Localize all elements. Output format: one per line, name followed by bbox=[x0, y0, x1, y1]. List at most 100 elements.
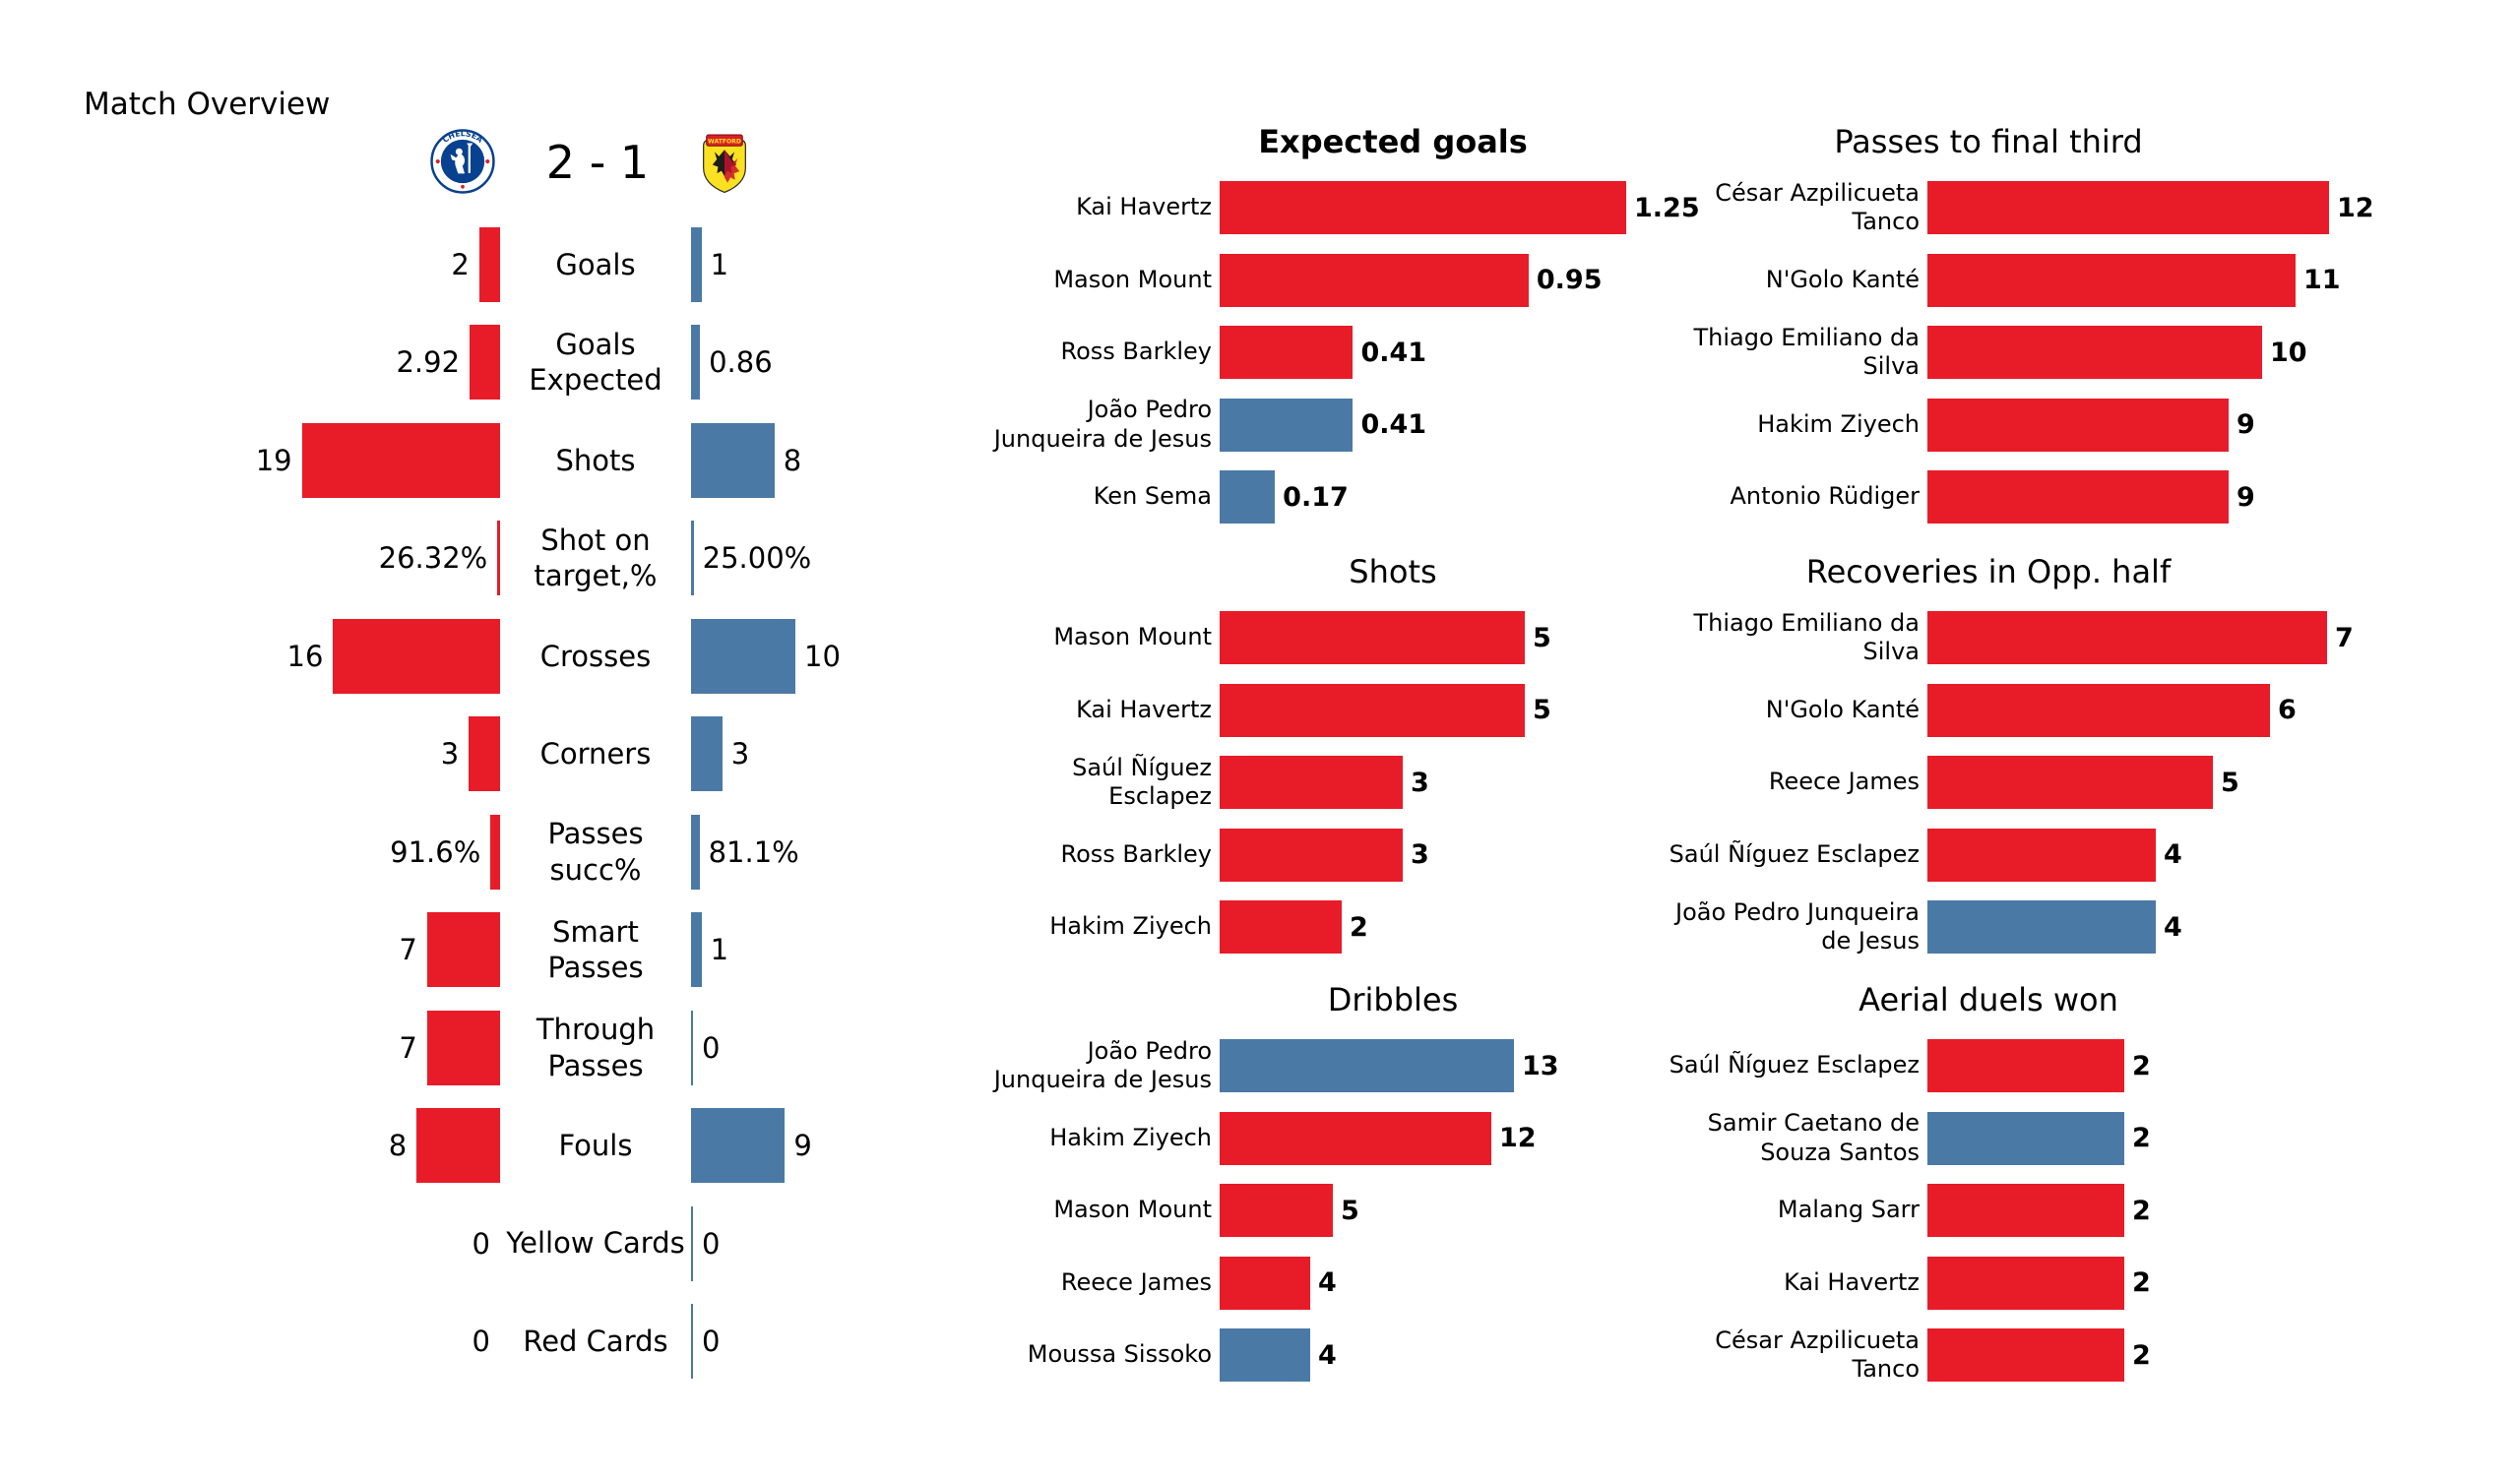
bar bbox=[1927, 470, 2229, 524]
away-value: 0.86 bbox=[709, 345, 773, 380]
bar bbox=[1927, 1039, 2124, 1092]
home-value: 7 bbox=[399, 933, 417, 967]
home-value: 16 bbox=[286, 639, 324, 673]
bar-value: 2 bbox=[1350, 911, 1368, 943]
player-label: João Pedro Junqueira de Jesus bbox=[993, 396, 1212, 453]
away-bar bbox=[691, 1010, 693, 1085]
home-bar bbox=[469, 716, 500, 792]
stat-label: Corners bbox=[539, 737, 652, 771]
away-value: 8 bbox=[783, 443, 802, 477]
chart-title-expected-goals: Expected goals bbox=[1258, 123, 1528, 160]
bar bbox=[1927, 1256, 2124, 1310]
chelsea-badge-icon: CHELSEA bbox=[430, 129, 495, 194]
stat-label: Goals bbox=[555, 247, 636, 281]
score: 2 - 1 bbox=[545, 136, 650, 189]
player-label: César Azpilicueta Tanco bbox=[1715, 1326, 1920, 1383]
bar-value: 3 bbox=[1411, 767, 1429, 798]
bar bbox=[1927, 1184, 2124, 1237]
bar bbox=[1220, 683, 1525, 737]
bar bbox=[1927, 253, 2296, 307]
stat-label: Smart Passes bbox=[547, 914, 644, 985]
player-label: Ross Barkley bbox=[1060, 839, 1213, 868]
stat-label: Yellow Cards bbox=[506, 1226, 685, 1261]
bar-value: 13 bbox=[1522, 1050, 1559, 1081]
home-bar bbox=[426, 1010, 500, 1085]
chart-title-recoveries-in-opp-half: Recoveries in Opp. half bbox=[1805, 553, 2172, 590]
away-value: 0 bbox=[702, 1324, 721, 1358]
bar bbox=[1220, 611, 1525, 664]
bar-value: 6 bbox=[2278, 695, 2297, 725]
bar-value: 9 bbox=[2236, 481, 2255, 513]
bar bbox=[1927, 181, 2329, 234]
away-bar bbox=[691, 618, 795, 694]
stat-label: Shots bbox=[555, 443, 636, 477]
player-label: Thiago Emiliano da Silva bbox=[1693, 608, 1920, 665]
bar bbox=[1220, 1328, 1310, 1382]
bar bbox=[1220, 1111, 1491, 1165]
bar bbox=[1927, 683, 2270, 737]
home-team-badge: CHELSEA bbox=[430, 129, 495, 194]
player-label: Malang Sarr bbox=[1777, 1196, 1920, 1224]
stat-label: Through Passes bbox=[536, 1013, 656, 1082]
away-value: 0 bbox=[702, 1030, 721, 1065]
player-label: João Pedro Junqueira de Jesus bbox=[1674, 897, 1920, 955]
away-value: 0 bbox=[702, 1226, 721, 1261]
away-bar bbox=[691, 1108, 786, 1184]
away-bar bbox=[691, 716, 723, 792]
bar bbox=[1220, 828, 1403, 882]
player-label: Reece James bbox=[1060, 1267, 1212, 1296]
chart-title-aerial-duels-won: Aerial duels won bbox=[1858, 981, 2118, 1018]
player-label: Mason Mount bbox=[1053, 265, 1212, 293]
bar bbox=[1220, 253, 1529, 307]
bar-value: 0.17 bbox=[1283, 481, 1349, 513]
away-value: 10 bbox=[804, 639, 841, 673]
watford-hart-icon bbox=[712, 150, 740, 183]
bar-value: 9 bbox=[2236, 409, 2255, 440]
player-label: João Pedro Junqueira de Jesus bbox=[993, 1036, 1212, 1093]
bar bbox=[1220, 470, 1276, 524]
bar bbox=[1927, 398, 2229, 452]
bar bbox=[1220, 398, 1354, 452]
home-bar bbox=[470, 325, 500, 401]
player-label: Samir Caetano de Souza Santos bbox=[1707, 1109, 1920, 1166]
away-value: 1 bbox=[710, 248, 729, 281]
away-bar bbox=[691, 1303, 693, 1379]
bar-value: 0.41 bbox=[1360, 337, 1427, 368]
bar-value: 5 bbox=[1533, 622, 1551, 653]
home-value: 91.6% bbox=[390, 834, 481, 869]
bar bbox=[1927, 828, 2156, 882]
player-label: Reece James bbox=[1768, 768, 1920, 796]
away-value: 25.00% bbox=[702, 541, 812, 576]
bar-value: 5 bbox=[1341, 1195, 1359, 1226]
bar-value: 0.41 bbox=[1360, 409, 1427, 440]
bar-value: 2 bbox=[2132, 1339, 2151, 1371]
player-label: N'Golo Kanté bbox=[1765, 265, 1920, 293]
stat-label: Shot on target,% bbox=[534, 524, 658, 593]
bar bbox=[1927, 611, 2327, 664]
player-label: Hakim Ziyech bbox=[1049, 1123, 1212, 1151]
watford-badge-icon: WATFORD bbox=[703, 134, 746, 194]
bar-value: 2 bbox=[2132, 1195, 2151, 1226]
watford-badge-text: WATFORD bbox=[708, 139, 741, 146]
home-value: 0 bbox=[472, 1226, 490, 1261]
away-bar bbox=[691, 1205, 693, 1281]
player-label: Hakim Ziyech bbox=[1049, 912, 1212, 941]
chart-title-dribbles: Dribbles bbox=[1327, 981, 1459, 1018]
bar bbox=[1220, 1184, 1333, 1237]
bar-value: 10 bbox=[2270, 337, 2307, 368]
bar-value: 2 bbox=[2132, 1267, 2151, 1298]
bar-value: 4 bbox=[2164, 839, 2182, 870]
bar-value: 3 bbox=[1411, 839, 1429, 870]
bar-value: 4 bbox=[2164, 911, 2182, 943]
bar-value: 7 bbox=[2335, 622, 2354, 653]
away-value: 81.1% bbox=[708, 834, 799, 869]
chart-title-shots: Shots bbox=[1349, 553, 1437, 590]
player-label: Mason Mount bbox=[1053, 1196, 1212, 1224]
bar-value: 5 bbox=[1533, 695, 1551, 725]
home-bar bbox=[490, 814, 500, 890]
away-bar bbox=[691, 422, 775, 498]
bar bbox=[1927, 1328, 2124, 1382]
home-value: 2.92 bbox=[396, 345, 461, 380]
bar-value: 2 bbox=[2132, 1050, 2151, 1081]
bar-value: 11 bbox=[2303, 265, 2341, 295]
